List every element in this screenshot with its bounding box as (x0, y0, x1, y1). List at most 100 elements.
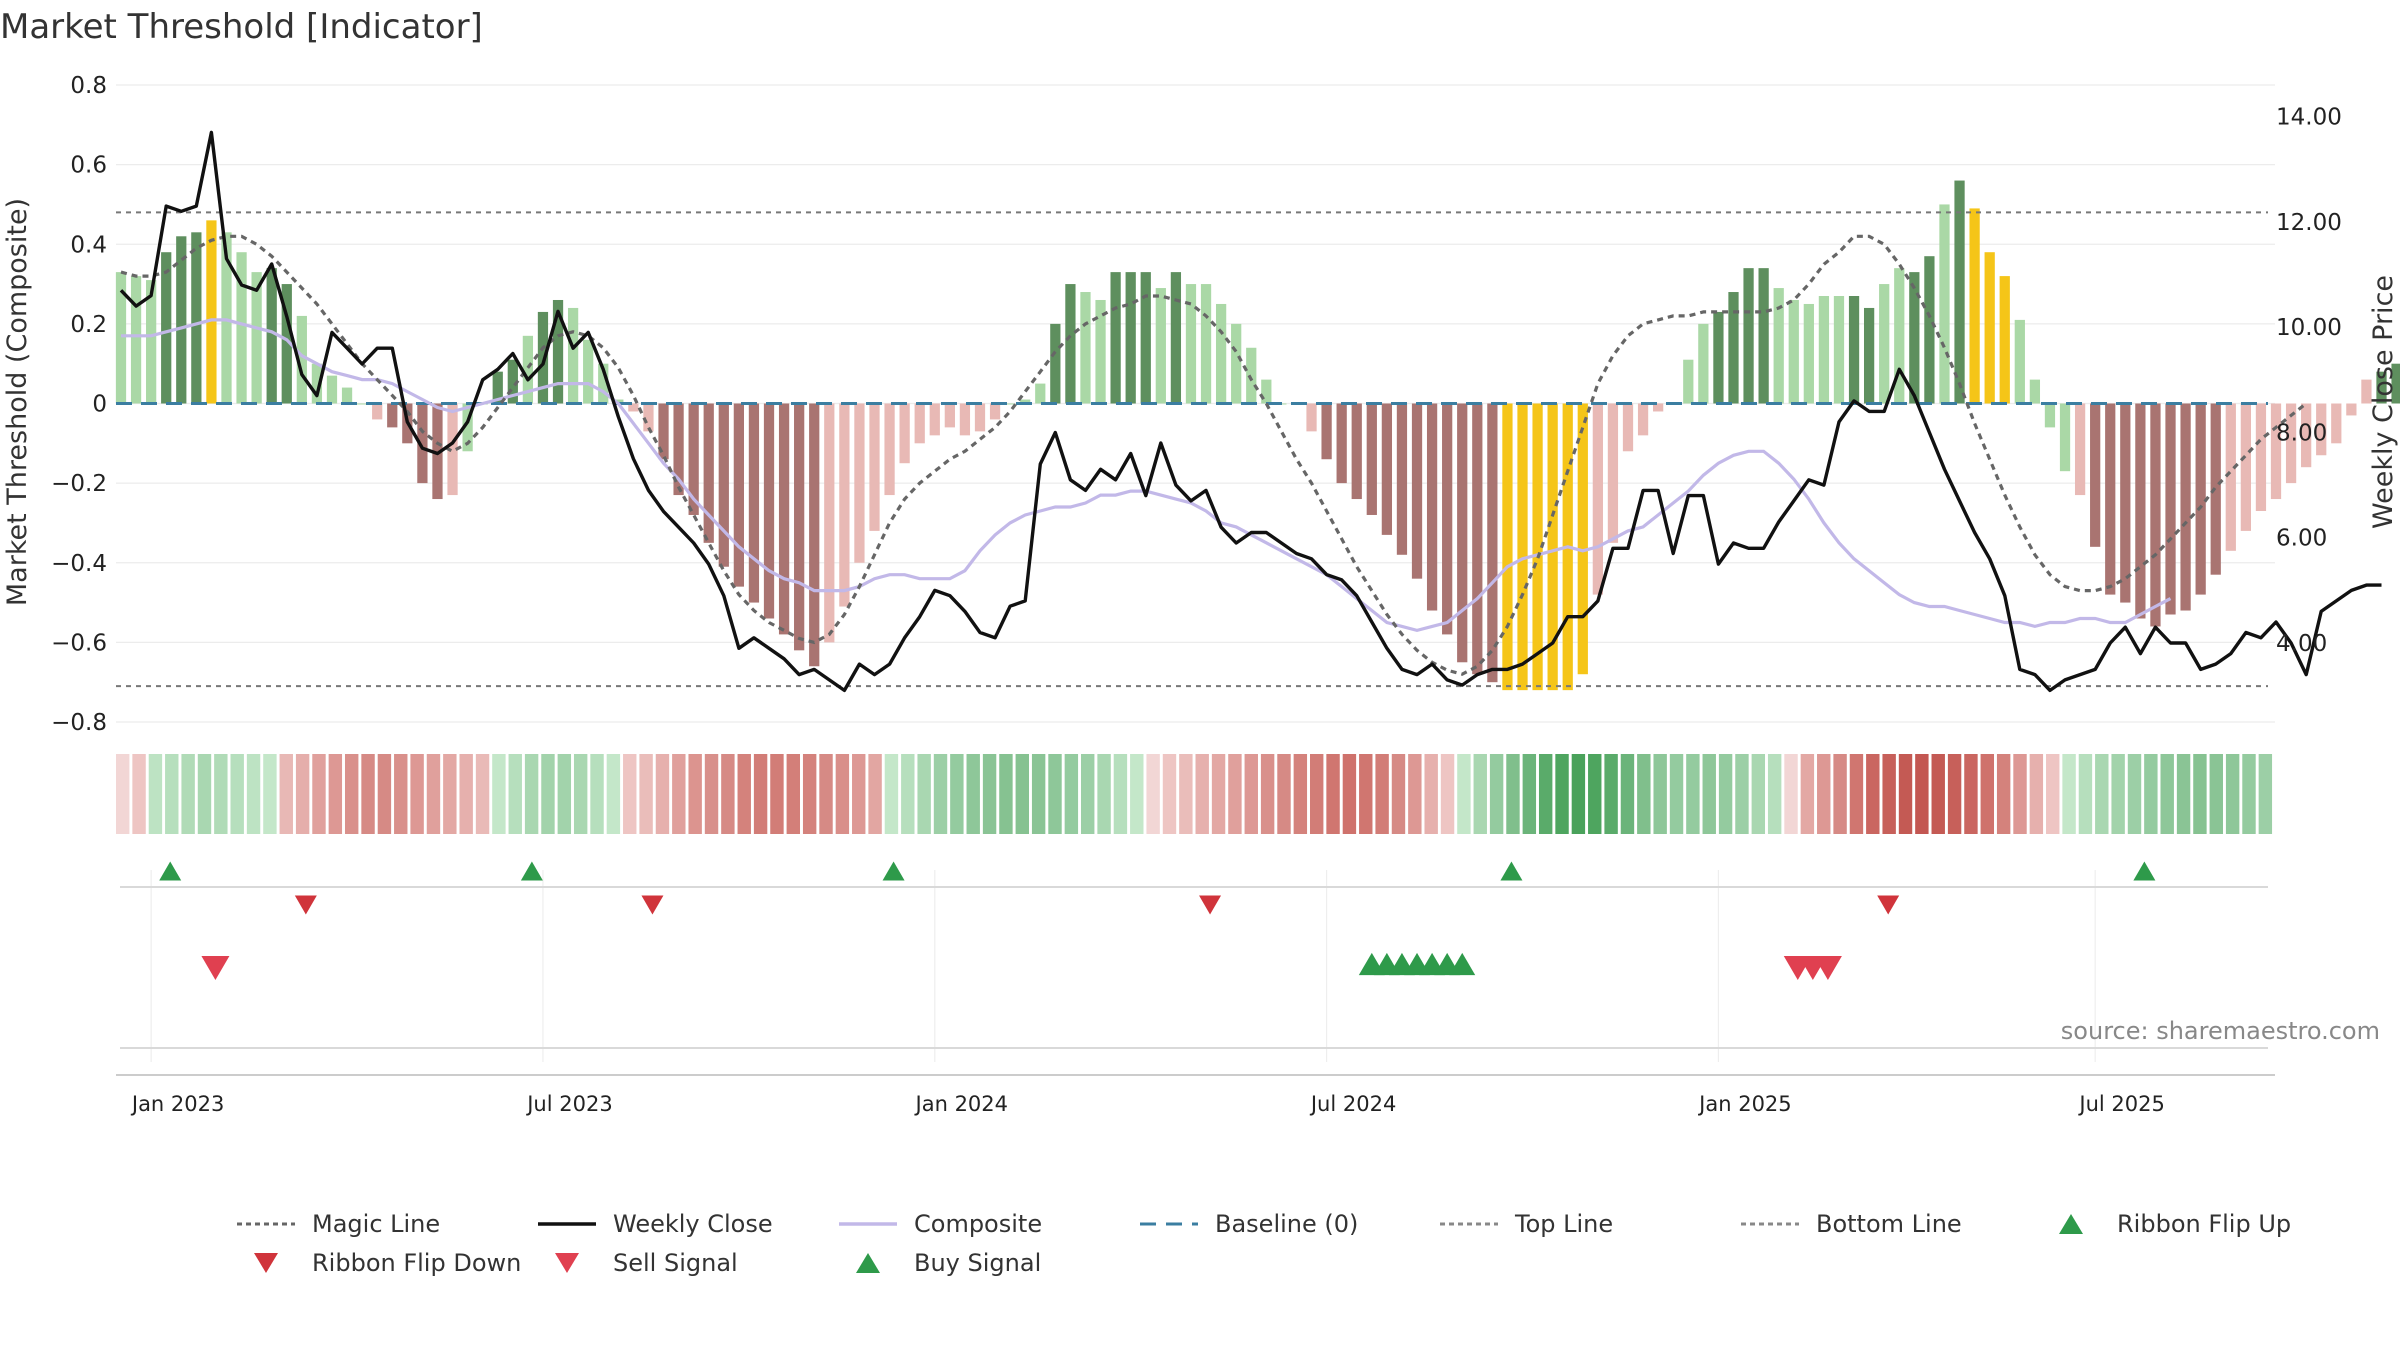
composite-bar (1110, 272, 1121, 404)
composite-bar (552, 299, 564, 404)
composite-bar (1939, 204, 1950, 404)
ribbon-cell (492, 754, 506, 834)
ribbon-cell (1620, 754, 1635, 834)
composite-bar (2376, 371, 2387, 404)
ribbon-cell (2209, 754, 2223, 834)
legend-item: Top Line (1440, 1210, 1613, 1238)
left-tick-label: −0.8 (51, 710, 107, 736)
composite-bar (673, 403, 684, 496)
composite-bar (2361, 379, 2372, 404)
ribbon-cell (1996, 754, 2011, 834)
ribbon-cell (344, 754, 359, 834)
composite-bar (146, 280, 157, 404)
ribbon-cell (394, 754, 408, 834)
ribbon-cell (2160, 754, 2174, 834)
ribbon-cell (1440, 754, 1455, 834)
ribbon-cell (1718, 754, 1733, 834)
ribbon-cell (508, 754, 522, 834)
composite-bar (748, 403, 760, 603)
ribbon-cell (1359, 754, 1373, 834)
ribbon-cell (377, 754, 392, 834)
ribbon-cell (1097, 754, 1111, 834)
ribbon-cell (2193, 754, 2207, 834)
ribbon-cell (2258, 754, 2273, 834)
ribbon-flip-down-marker (1199, 895, 1222, 915)
left-tick-label: 0.8 (70, 73, 107, 99)
composite-bar (2225, 403, 2236, 551)
composite-bar (1457, 403, 1468, 663)
composite-bar (628, 403, 639, 412)
composite-bar (2316, 403, 2327, 456)
ribbon-cell (982, 754, 997, 834)
composite-bar (1653, 403, 1664, 412)
composite-bar (1502, 403, 1513, 691)
ribbon-cell (1244, 754, 1258, 834)
composite-bar (658, 403, 669, 460)
composite-bar (1577, 403, 1588, 675)
left-tick-label: 0.6 (70, 153, 107, 179)
legend-item: Magic Line (237, 1210, 440, 1238)
composite-bar (1215, 303, 1227, 404)
right-tick-label: 6.00 (2276, 526, 2327, 552)
ribbon-cell (999, 754, 1013, 834)
ribbon-cell (557, 754, 572, 834)
composite-bar (1426, 403, 1438, 611)
ribbon-strip (116, 754, 2273, 834)
composite-bar (1683, 359, 1694, 404)
composite-bar (1472, 403, 1483, 675)
ribbon-flip-down-marker (294, 895, 317, 915)
ribbon-cell (737, 754, 751, 834)
ribbon-flip-up-marker (159, 861, 182, 881)
composite-bar (432, 403, 443, 500)
ribbon-cell (852, 754, 866, 834)
ribbon-cell (1686, 754, 1700, 834)
ribbon-cell (1751, 754, 1766, 834)
composite-bar (1125, 272, 1136, 404)
right-tick-label: 4.00 (2276, 631, 2327, 657)
composite-bar (522, 335, 534, 404)
composite-bar (266, 268, 277, 404)
composite-bar (1155, 288, 1166, 404)
composite-bar (989, 403, 1001, 420)
ribbon-flip-up-marker (1500, 861, 1523, 881)
composite-bar (2074, 403, 2086, 496)
sell-signal-marker (201, 955, 230, 981)
composite-bar (944, 403, 955, 428)
composite-bar (1200, 284, 1212, 404)
composite-bar (130, 276, 142, 404)
ribbon-cell (1931, 754, 1945, 834)
ribbon-cell (1195, 754, 1209, 834)
ribbon-cell (1113, 754, 1128, 834)
composite-bar (2331, 403, 2342, 444)
legend-label: Ribbon Flip Down (312, 1249, 521, 1277)
source-note: source: sharemaestro.com (2061, 1017, 2380, 1045)
ribbon-cell (459, 754, 473, 834)
composite-bar (1306, 403, 1317, 432)
composite-bar (1517, 403, 1528, 691)
ribbon-cell (1964, 754, 1978, 834)
composite-bar (1909, 272, 1920, 404)
composite-bar (2285, 403, 2297, 484)
ribbon-cell (819, 754, 833, 834)
legend-label: Bottom Line (1816, 1210, 1962, 1238)
x-tick-label: Jan 2023 (130, 1092, 225, 1116)
ribbon-cell (1228, 754, 1242, 834)
ribbon-cell (2242, 754, 2256, 834)
legend-item: Sell Signal (555, 1249, 738, 1277)
ribbon-cell (1588, 754, 1602, 834)
composite-bar (1065, 284, 1076, 404)
composite-bar (161, 252, 172, 404)
weekly-close-line (119, 130, 2382, 693)
composite-bar (447, 403, 458, 496)
ribbon-cell (230, 754, 244, 834)
composite-bar (1411, 403, 1423, 579)
legend-swatch (555, 1253, 579, 1273)
ribbon-cell (1473, 754, 1487, 834)
grid-lines (116, 84, 2275, 1076)
composite-bar (115, 272, 127, 404)
composite-bar (899, 403, 910, 464)
ribbon-cell (688, 754, 702, 834)
composite-bar (492, 371, 503, 404)
composite-bar (417, 403, 428, 484)
buy-signal-marker (1449, 952, 1476, 976)
